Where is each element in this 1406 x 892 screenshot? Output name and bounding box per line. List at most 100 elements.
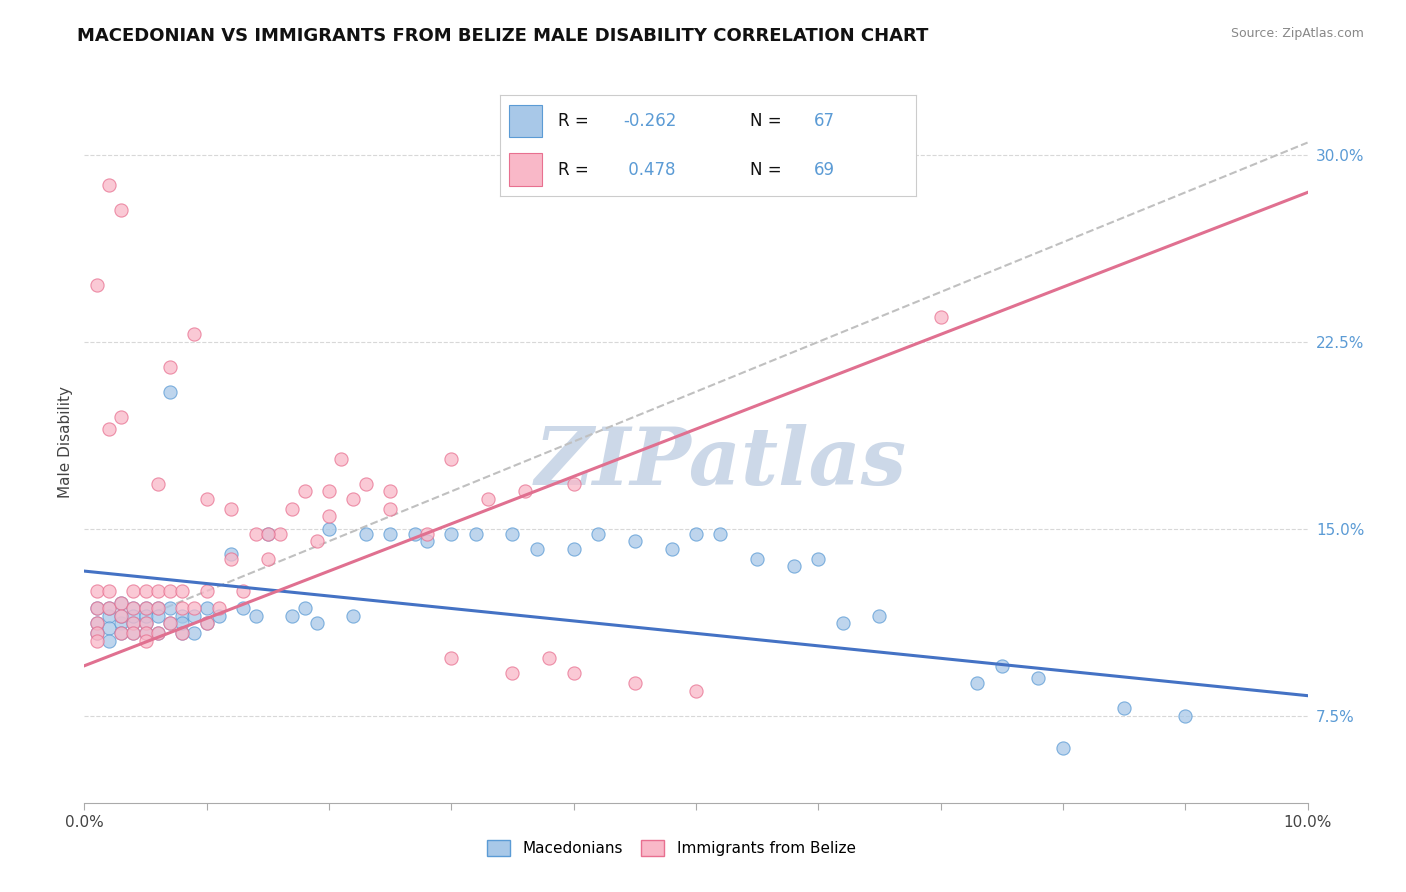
Point <box>135 633 157 648</box>
Point <box>416 534 439 549</box>
Point <box>183 327 205 342</box>
Point <box>440 651 463 665</box>
Point <box>404 526 426 541</box>
Point <box>172 616 194 631</box>
Point <box>146 626 169 640</box>
Point <box>86 277 108 292</box>
Point <box>1028 671 1050 685</box>
Point <box>110 609 132 624</box>
Point <box>97 609 120 624</box>
Point <box>562 476 585 491</box>
Text: MACEDONIAN VS IMMIGRANTS FROM BELIZE MALE DISABILITY CORRELATION CHART: MACEDONIAN VS IMMIGRANTS FROM BELIZE MAL… <box>77 27 929 45</box>
Point <box>122 584 145 599</box>
Point <box>146 626 169 640</box>
Point <box>195 491 218 506</box>
Point <box>110 616 132 631</box>
Point <box>342 609 364 624</box>
Point <box>1114 701 1136 715</box>
Point <box>135 584 157 599</box>
Point <box>929 310 952 324</box>
Point <box>195 601 218 615</box>
Point <box>318 522 340 536</box>
Point <box>86 601 108 615</box>
Point <box>86 616 108 631</box>
Point <box>477 491 499 506</box>
Point <box>195 616 218 631</box>
Point <box>97 601 120 615</box>
Point <box>464 526 486 541</box>
Point <box>281 501 304 516</box>
Point <box>159 359 181 374</box>
Point <box>219 551 242 566</box>
Point <box>354 476 377 491</box>
Point <box>172 584 194 599</box>
Point <box>135 601 157 615</box>
Point <box>586 526 609 541</box>
Point <box>159 601 181 615</box>
Point <box>110 609 132 624</box>
Point <box>330 452 353 467</box>
Point <box>294 601 316 615</box>
Point <box>624 534 647 549</box>
Point <box>245 526 267 541</box>
Point <box>1174 708 1197 723</box>
Point <box>380 501 402 516</box>
Point <box>146 476 169 491</box>
Point <box>122 616 145 631</box>
Point <box>172 626 194 640</box>
Legend: Macedonians, Immigrants from Belize: Macedonians, Immigrants from Belize <box>479 832 863 863</box>
Y-axis label: Male Disability: Male Disability <box>58 385 73 498</box>
Point <box>135 626 157 640</box>
Point <box>232 601 254 615</box>
Point <box>183 609 205 624</box>
Point <box>159 616 181 631</box>
Point <box>245 609 267 624</box>
Point <box>269 526 291 541</box>
Point <box>122 601 145 615</box>
Point <box>86 584 108 599</box>
Point <box>86 616 108 631</box>
Point <box>440 452 463 467</box>
Point <box>562 541 585 556</box>
Point <box>966 676 988 690</box>
Point <box>208 601 231 615</box>
Point <box>747 551 769 566</box>
Point <box>146 609 169 624</box>
Point <box>513 484 536 499</box>
Point <box>281 609 304 624</box>
Point <box>159 384 181 399</box>
Point <box>195 616 218 631</box>
Point <box>110 597 132 611</box>
Point <box>135 616 157 631</box>
Point <box>146 584 169 599</box>
Point <box>110 597 132 611</box>
Point <box>661 541 683 556</box>
Point <box>86 626 108 640</box>
Point <box>219 547 242 561</box>
Point <box>135 626 157 640</box>
Point <box>219 501 242 516</box>
Point <box>183 626 205 640</box>
Point <box>807 551 830 566</box>
Point <box>122 616 145 631</box>
Point <box>172 601 194 615</box>
Point <box>526 541 548 556</box>
Point <box>869 609 891 624</box>
Point <box>232 584 254 599</box>
Point <box>305 534 328 549</box>
Point <box>97 422 120 436</box>
Point <box>135 616 157 631</box>
Point <box>122 626 145 640</box>
Point <box>110 626 132 640</box>
Point <box>122 601 145 615</box>
Point <box>257 526 280 541</box>
Point <box>440 526 463 541</box>
Point <box>97 621 120 635</box>
Point <box>305 616 328 631</box>
Point <box>135 601 157 615</box>
Point <box>172 609 194 624</box>
Point <box>502 666 524 681</box>
Point <box>257 551 280 566</box>
Point <box>122 609 145 624</box>
Point <box>110 626 132 640</box>
